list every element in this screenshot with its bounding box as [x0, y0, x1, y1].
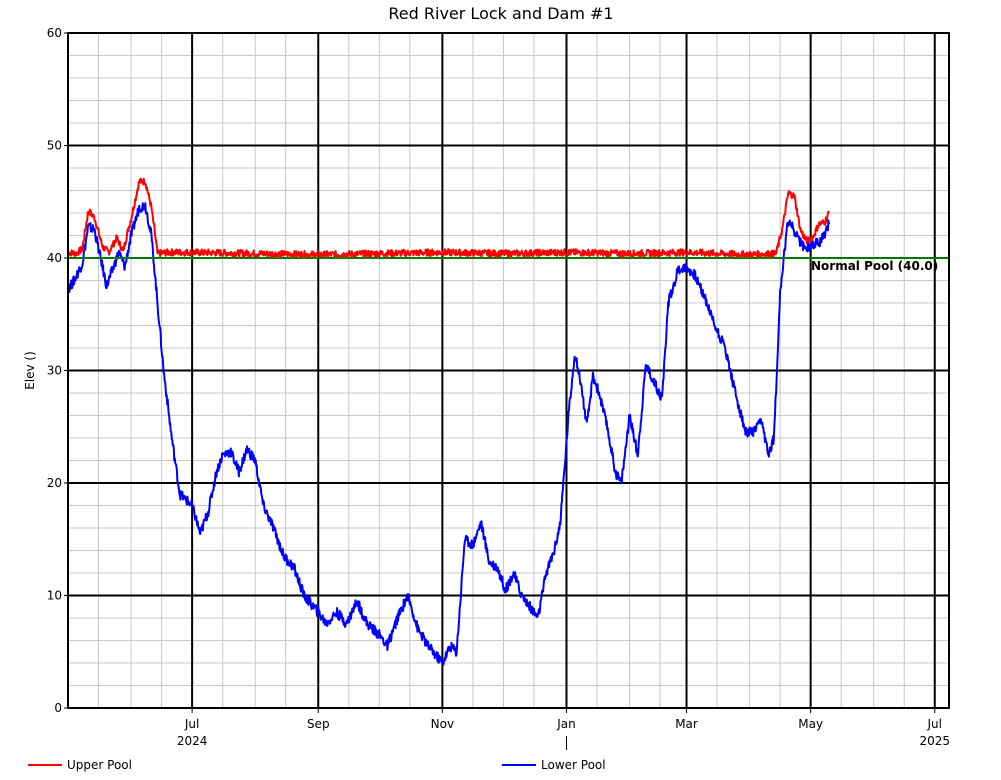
- x-tick-label: Jul: [927, 717, 942, 731]
- y-tick-label: 0: [54, 701, 62, 715]
- x-tick-label: Nov: [431, 717, 454, 731]
- major-grid: [68, 33, 949, 708]
- y-tick-label: 30: [47, 364, 62, 378]
- x-tick-label: Sep: [307, 717, 330, 731]
- y-tick-label: 40: [47, 251, 62, 265]
- x-tick-label: Jan: [556, 717, 576, 731]
- x-axis: Jul 2024 Sep Nov Jan Mar May Jul 2025: [177, 708, 950, 750]
- legend-label: Upper Pool: [67, 758, 132, 772]
- lower-pool-line: [67, 202, 830, 666]
- series-layer: [67, 177, 830, 666]
- upper-pool-line: [67, 177, 830, 259]
- normal-pool-layer: Normal Pool (40.0): [68, 257, 949, 273]
- x-year-label: 2024: [177, 734, 208, 748]
- y-tick-label: 50: [47, 139, 62, 153]
- legend-label: Lower Pool: [541, 758, 606, 772]
- x-tick-label: May: [798, 717, 823, 731]
- x-year-label: 2025: [919, 734, 950, 748]
- x-tick-label: Mar: [675, 717, 698, 731]
- x-tick-label: Jul: [184, 717, 199, 731]
- chart-title: Red River Lock and Dam #1: [388, 4, 613, 23]
- plot-frame: [67, 32, 950, 709]
- y-axis: 0 10 20 30 40 50 60: [47, 26, 68, 715]
- y-tick-label: 20: [47, 476, 62, 490]
- y-tick-label: 60: [47, 26, 62, 40]
- y-axis-label: Elev (): [23, 351, 37, 390]
- legend: Upper Pool Lower Pool: [28, 758, 606, 772]
- y-tick-label: 10: [47, 589, 62, 603]
- normal-pool-label: Normal Pool (40.0): [811, 259, 938, 273]
